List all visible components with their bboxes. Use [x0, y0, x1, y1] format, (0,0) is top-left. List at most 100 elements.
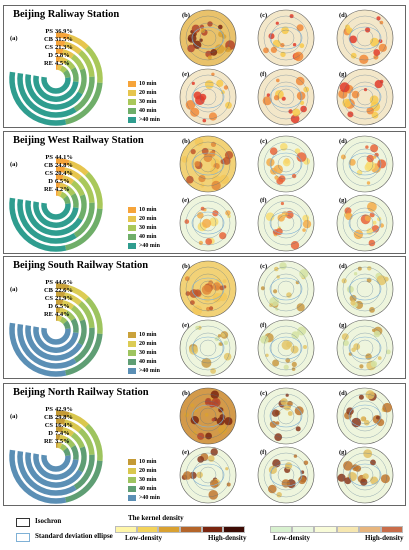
station-title: Beijing South Railway Station [13, 260, 149, 271]
density-hotspot [207, 55, 212, 60]
map-panel-label: (b) [182, 390, 190, 397]
density-hotspot [365, 145, 369, 149]
density-hotspot [189, 345, 199, 355]
legend-swatch [128, 224, 136, 231]
density-hotspot [208, 455, 215, 462]
density-hotspot [346, 285, 354, 293]
radial-bar-segment [62, 447, 71, 457]
density-hotspot [200, 28, 206, 33]
density-maps-grid: (b) (c) (d) (e) (f) (g) [172, 258, 406, 379]
isochron-ring [356, 280, 374, 298]
isochron-ring [263, 74, 309, 120]
density-hotspot [302, 219, 312, 229]
isochron-ring [192, 459, 224, 491]
density-hotspot [215, 285, 220, 290]
legend-footer: Isochron Standard deviation ellipse The … [3, 512, 406, 548]
density-hotspot [275, 421, 280, 425]
isochron-ring [349, 459, 381, 491]
density-hotspot [293, 454, 298, 458]
radial-bar-segment [33, 201, 79, 228]
isochron-ring [356, 466, 374, 484]
radial-bar-segment [25, 325, 83, 361]
radial-bar-segment [73, 76, 95, 112]
legend-label: 20 min [139, 215, 157, 222]
ring-category-label: D [48, 178, 53, 185]
std-deviation-ellipse [191, 336, 225, 360]
isochron-ring [192, 207, 224, 239]
density-hotspot [303, 86, 310, 93]
isochron-ring [270, 207, 302, 239]
radial-bar-segment [59, 182, 68, 191]
ring-percent-label: 4.4% [55, 311, 70, 318]
ring-category-label: CS [45, 422, 54, 429]
density-hotspot [190, 403, 195, 408]
map-panel-label: (f) [260, 71, 267, 78]
radial-bar-segment [73, 327, 95, 363]
radial-bar-chart: PS 44.1% CB 24.8% CS 20.4% D 6.5% RE 4.2% [8, 150, 133, 253]
density-map: (g) [336, 446, 394, 504]
difference-color-ramp [270, 526, 404, 533]
density-hotspot [370, 476, 379, 485]
radial-bar-segment [70, 305, 85, 322]
diff-high-label: High-density [365, 534, 404, 542]
travel-time-legend: 10 min 20 min 30 min 40 min >40 min [128, 205, 174, 253]
isochron-ring [199, 214, 217, 232]
radial-bar-segment [62, 195, 71, 205]
density-hotspot [225, 467, 229, 471]
ramp-step [158, 526, 181, 533]
legend-label: >40 min [139, 494, 160, 501]
density-hotspot [194, 137, 204, 147]
density-hotspot [283, 364, 289, 370]
isochron-ring [185, 325, 231, 371]
density-hotspot [268, 484, 277, 494]
legend-swatch [128, 206, 136, 213]
legend-row: 30 min [128, 97, 174, 106]
isochron-ring [199, 29, 217, 47]
radial-bar-segment [64, 460, 103, 503]
isochron-ring [192, 273, 224, 305]
ramp-step [292, 526, 315, 533]
radial-bar-segment [33, 326, 79, 353]
ring-category-label: RE [44, 186, 53, 193]
legend-label: >40 min [139, 367, 160, 374]
density-hotspot [270, 46, 277, 54]
legend-row: 40 min [128, 484, 174, 493]
ring-percent-label: 5.8% [55, 52, 70, 59]
density-hotspot [289, 14, 294, 19]
density-hotspot [209, 217, 219, 227]
radial-bar-segment [63, 41, 82, 55]
legend-label: 10 min [139, 206, 157, 213]
ring-percent-label: 24.8% [55, 162, 73, 169]
radial-bar-segment [55, 48, 64, 55]
radial-bar-segment [78, 176, 95, 204]
radial-bar-segment [9, 449, 67, 504]
map-panel-label: (g) [339, 449, 347, 456]
density-hotspot [377, 159, 387, 169]
density-hotspot [348, 158, 356, 166]
density-hotspot [376, 415, 380, 420]
isochron-ring [263, 325, 309, 371]
radial-bar-segment [78, 428, 95, 456]
density-hotspot [295, 426, 301, 432]
density-hotspot [372, 328, 376, 332]
legend-swatch [128, 233, 136, 240]
density-hotspot [351, 347, 356, 353]
density-hotspot [190, 149, 196, 155]
legend-swatch [128, 476, 136, 483]
density-hotspot [373, 155, 377, 159]
density-hotspot [183, 471, 192, 480]
radial-bar-segment [73, 454, 95, 490]
legend-row: 10 min [128, 205, 174, 214]
isochron-ring [270, 273, 302, 305]
radial-bar-segment [59, 443, 68, 452]
density-hotspot [380, 474, 390, 484]
isochron-ring [270, 459, 302, 491]
isochron-ring [199, 155, 217, 173]
legend-swatch [128, 367, 136, 374]
std-deviation-ellipse [348, 26, 382, 50]
density-hotspot [281, 479, 290, 488]
map-panel-label: (e) [182, 197, 189, 204]
legend-label: 10 min [139, 458, 157, 465]
radial-bar-segment [78, 50, 95, 78]
isochron-ring [349, 207, 381, 239]
